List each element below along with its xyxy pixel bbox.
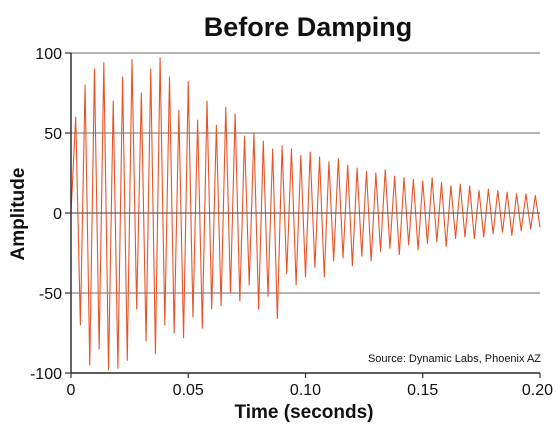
- x-tick-label-2: 0.10: [290, 382, 321, 399]
- x-tick-label-4: 0.20: [522, 382, 553, 399]
- series-line-0: [70, 57, 541, 371]
- x-tick-label-3: 0.15: [407, 382, 438, 399]
- chart-title: Before Damping: [204, 12, 413, 42]
- y-tick-label-2: 0: [53, 206, 62, 223]
- source-annotation: Source: Dynamic Labs, Phoenix AZ: [368, 353, 541, 365]
- x-axis-label: Time (seconds): [234, 402, 373, 423]
- x-tick-label-0: 0: [67, 382, 76, 399]
- axes: [65, 52, 541, 378]
- tick-labels: 100 50 0 -50 -100 0 0.05 0.10 0.15 0.20: [30, 46, 553, 399]
- y-axis-label: Amplitude: [8, 168, 29, 261]
- y-tick-label-1: 50: [44, 126, 62, 143]
- y-tick-label-0: 100: [35, 46, 62, 63]
- y-tick-label-4: -100: [30, 366, 62, 383]
- x-tick-label-1: 0.05: [173, 382, 204, 399]
- y-tick-label-3: -50: [39, 286, 62, 303]
- series-group: [70, 57, 541, 371]
